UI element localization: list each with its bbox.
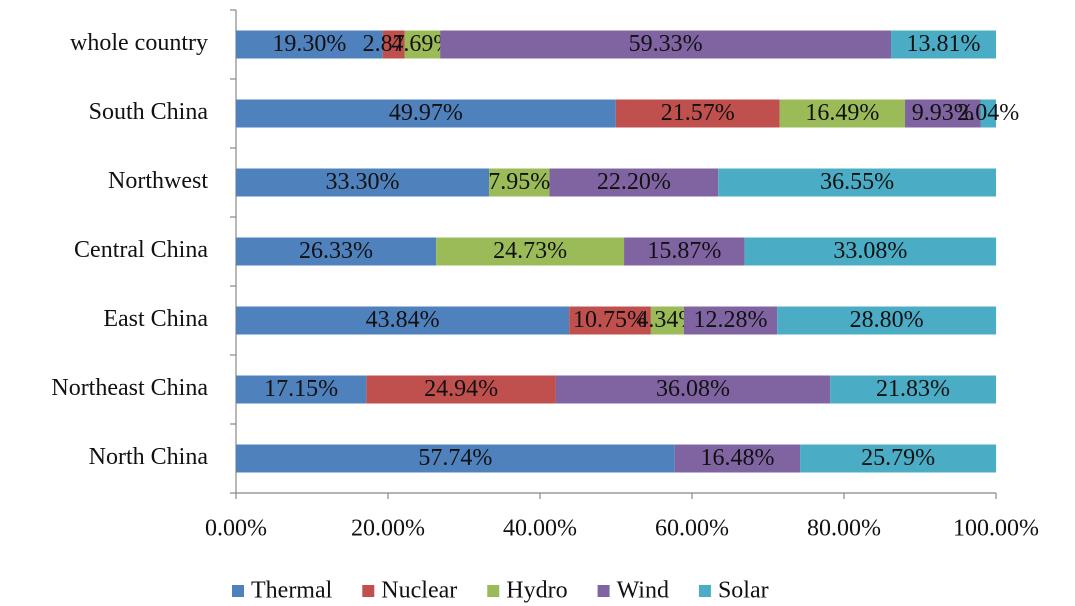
- bar-segment: [382, 30, 405, 59]
- bar-segment: [236, 444, 675, 473]
- bar-segment: [366, 375, 556, 404]
- legend-label: Solar: [718, 578, 769, 604]
- bar-segment: [615, 99, 780, 128]
- bar-segment: [236, 99, 616, 128]
- y-tick-label: North China: [89, 444, 209, 470]
- x-tick-label: 40.00%: [503, 516, 577, 542]
- data-label: 22.20%: [597, 169, 671, 195]
- y-tick-label: whole country: [70, 30, 208, 56]
- bar-segment: [236, 30, 383, 59]
- y-tick-label: Central China: [74, 237, 208, 263]
- bar-segment: [830, 375, 996, 404]
- y-tick-label: South China: [89, 99, 209, 125]
- legend-swatch: [597, 585, 610, 597]
- data-label: 19.30%: [272, 31, 346, 57]
- data-label: 9.93%: [912, 100, 974, 126]
- legend-swatch: [487, 585, 500, 597]
- y-tick-label: East China: [103, 306, 208, 332]
- data-label: 16.49%: [805, 100, 879, 126]
- y-tick-label: Northeast China: [51, 375, 208, 401]
- x-tick-label: 20.00%: [351, 516, 425, 542]
- data-label: 36.55%: [820, 169, 894, 195]
- data-label: 16.48%: [700, 445, 774, 471]
- data-label: 13.81%: [907, 31, 981, 57]
- data-label: 25.79%: [861, 445, 935, 471]
- legend-label: Thermal: [251, 578, 333, 604]
- bar-segment: [404, 30, 441, 59]
- bar-segment: [236, 237, 437, 266]
- bar-segment: [905, 99, 981, 128]
- data-label: 24.94%: [424, 376, 498, 402]
- bar-segment: [555, 375, 831, 404]
- legend-swatch: [698, 585, 711, 597]
- data-label: 21.83%: [876, 376, 950, 402]
- bar-segment: [674, 444, 801, 473]
- data-label: 33.08%: [833, 238, 907, 264]
- data-label: 49.97%: [389, 100, 463, 126]
- bar-segment: [777, 306, 997, 335]
- legend-label: Hydro: [506, 578, 567, 604]
- data-label: 57.74%: [418, 445, 492, 471]
- bar-segment: [683, 306, 778, 335]
- data-label: 7.95%: [488, 169, 550, 195]
- bar-segment: [549, 168, 719, 197]
- bar-segment: [436, 237, 625, 266]
- bar-segment: [440, 30, 892, 59]
- bar-segment: [891, 30, 996, 59]
- bar-segment: [779, 99, 906, 128]
- data-label: 26.33%: [299, 238, 373, 264]
- data-label: 17.15%: [264, 376, 338, 402]
- bar-segment: [744, 237, 997, 266]
- bar-segment: [489, 168, 550, 197]
- legend-swatch: [232, 585, 244, 597]
- bar-segment: [800, 444, 997, 473]
- bar-segment: [650, 306, 684, 335]
- bar-segment: [718, 168, 996, 197]
- data-label: 36.08%: [656, 376, 730, 402]
- legend-swatch: [362, 585, 375, 597]
- data-label: 10.75%: [573, 307, 647, 333]
- x-tick-label: 100.00%: [953, 516, 1039, 542]
- data-label: 43.84%: [366, 307, 440, 333]
- x-tick-label: 80.00%: [807, 516, 881, 542]
- x-tick-label: 60.00%: [655, 516, 729, 542]
- legend-label: Wind: [617, 578, 669, 604]
- data-label: 12.28%: [694, 307, 768, 333]
- data-label: 21.57%: [661, 100, 735, 126]
- data-label: 24.73%: [493, 238, 567, 264]
- bar-segment: [236, 306, 570, 335]
- legend-label: Nuclear: [381, 578, 457, 604]
- bar-segment: [569, 306, 651, 335]
- y-tick-label: Northwest: [108, 168, 208, 194]
- data-label: 15.87%: [647, 238, 721, 264]
- bar-segment: [980, 99, 996, 128]
- data-label: 33.30%: [326, 169, 400, 195]
- bar-segment: [236, 375, 367, 404]
- bar-segment: [624, 237, 745, 266]
- data-label: 2.04%: [957, 100, 1019, 126]
- data-label: 28.80%: [850, 307, 924, 333]
- x-tick-label: 0.00%: [205, 516, 267, 542]
- data-label: 59.33%: [629, 31, 703, 57]
- bar-segment: [236, 168, 490, 197]
